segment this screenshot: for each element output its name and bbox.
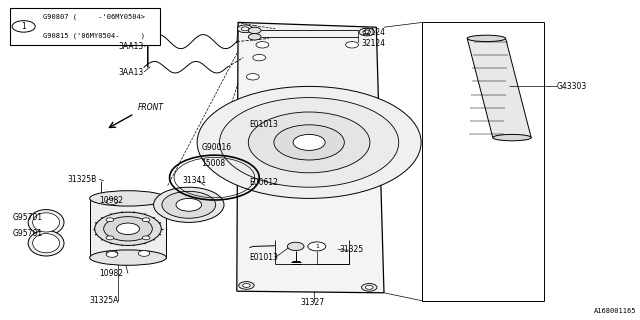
Text: E00612: E00612 [250, 178, 278, 187]
Text: G43303: G43303 [557, 82, 587, 91]
Circle shape [308, 242, 326, 251]
Circle shape [243, 284, 250, 287]
Text: G95701: G95701 [13, 229, 43, 238]
Ellipse shape [467, 35, 506, 42]
Circle shape [239, 282, 254, 289]
Circle shape [104, 217, 152, 241]
Circle shape [359, 28, 374, 36]
Circle shape [365, 285, 373, 289]
Ellipse shape [33, 234, 60, 253]
Circle shape [176, 198, 202, 211]
Circle shape [256, 42, 269, 48]
Circle shape [293, 134, 325, 150]
Ellipse shape [90, 250, 166, 265]
Text: E01013: E01013 [250, 120, 278, 129]
Circle shape [95, 212, 161, 245]
Text: 32124: 32124 [362, 39, 385, 48]
Circle shape [106, 251, 118, 256]
Circle shape [346, 42, 358, 48]
Text: 31327: 31327 [301, 298, 325, 307]
Circle shape [142, 236, 150, 240]
Ellipse shape [28, 210, 64, 235]
Circle shape [248, 112, 370, 173]
Text: A168001165: A168001165 [595, 308, 637, 314]
Text: G90807 (     -'06MY0504>: G90807 ( -'06MY0504> [43, 14, 145, 20]
Circle shape [274, 125, 344, 160]
Text: 10982: 10982 [99, 196, 123, 204]
Ellipse shape [33, 213, 60, 232]
Bar [10, 8, 160, 45]
Text: 32124: 32124 [362, 28, 385, 36]
Circle shape [106, 199, 118, 204]
Circle shape [162, 191, 216, 218]
Circle shape [116, 223, 140, 235]
Circle shape [106, 218, 114, 222]
Text: 1: 1 [21, 22, 26, 31]
Circle shape [362, 284, 377, 291]
Text: G90815 ('06MY0504-     ): G90815 ('06MY0504- ) [43, 32, 145, 39]
Circle shape [106, 252, 118, 257]
Circle shape [363, 30, 371, 34]
Text: 31325: 31325 [339, 245, 364, 254]
Text: 1: 1 [315, 244, 319, 249]
Text: 3AA13: 3AA13 [119, 42, 144, 51]
Circle shape [220, 98, 399, 187]
Text: 31341: 31341 [182, 176, 207, 185]
Ellipse shape [90, 191, 166, 206]
Circle shape [12, 21, 35, 32]
Circle shape [142, 218, 150, 222]
Circle shape [197, 86, 421, 198]
Text: 31325B: 31325B [67, 175, 97, 184]
Circle shape [138, 251, 150, 256]
Ellipse shape [493, 134, 531, 141]
Circle shape [248, 27, 261, 34]
Circle shape [237, 25, 253, 33]
Text: 31325A: 31325A [90, 296, 119, 305]
Text: 10982: 10982 [99, 269, 123, 278]
Circle shape [241, 27, 249, 31]
Text: 15008: 15008 [202, 159, 226, 168]
Ellipse shape [28, 230, 64, 256]
Text: E01013: E01013 [250, 253, 278, 262]
Circle shape [106, 236, 114, 240]
Circle shape [246, 74, 259, 80]
Text: 3AA13: 3AA13 [119, 68, 144, 76]
Bar [90, 198, 166, 258]
Circle shape [287, 242, 304, 251]
Circle shape [154, 187, 224, 222]
Polygon shape [467, 38, 531, 138]
Text: G90016: G90016 [202, 143, 232, 152]
Text: FRONT: FRONT [138, 103, 164, 112]
Circle shape [253, 54, 266, 61]
Circle shape [248, 34, 261, 40]
Polygon shape [237, 22, 384, 293]
Text: G95701: G95701 [13, 213, 43, 222]
